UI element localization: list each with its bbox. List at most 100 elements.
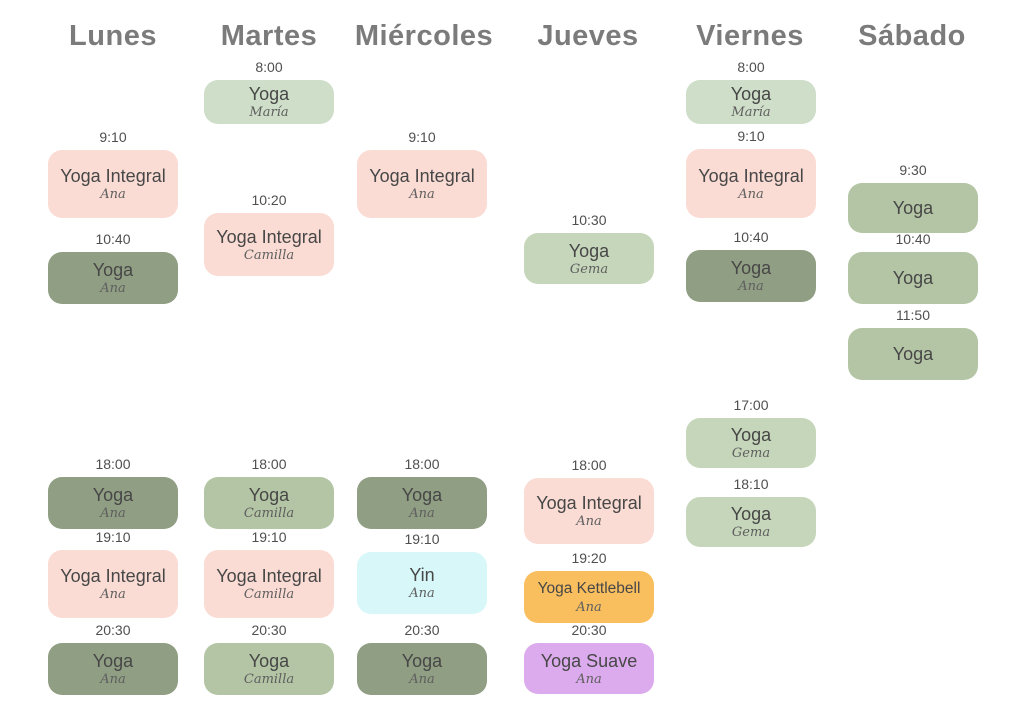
class-time: 9:10 [408, 129, 436, 145]
instructor-name: Camilla [243, 506, 295, 521]
class-time: 10:40 [733, 229, 769, 245]
class-time: 19:10 [95, 529, 131, 545]
class-time: 18:00 [95, 456, 131, 472]
class-card-lunes-1800: 18:00 Yoga Ana [48, 455, 178, 529]
day-header-miercoles: Miércoles [354, 20, 494, 52]
class-time: 20:30 [404, 622, 440, 638]
class-time: 19:10 [251, 529, 287, 545]
class-time: 10:40 [95, 231, 131, 247]
instructor-name: María [731, 105, 771, 120]
instructor-name: Gema [569, 261, 609, 277]
instructor-name: Gema [731, 446, 771, 461]
class-card-viernes-0910: 9:10 Yoga Integral Ana [686, 127, 816, 218]
instructor-name: Camilla [243, 247, 295, 263]
class-title: Yoga Integral [216, 226, 322, 247]
class-card-sabado-0930: 9:30 Yoga [848, 161, 978, 233]
class-card: Yoga Kettlebell Ana [524, 571, 654, 623]
class-time: 9:10 [737, 128, 765, 144]
class-time: 8:00 [255, 59, 283, 75]
class-card: Yoga Camilla [204, 477, 334, 529]
class-card: Yoga Ana [357, 643, 487, 695]
class-title: Yoga Integral [369, 166, 475, 186]
instructor-name: Ana [409, 506, 435, 521]
class-card-miercoles-0910: 9:10 Yoga Integral Ana [357, 128, 487, 218]
class-title: Yoga [730, 425, 772, 445]
class-time: 18:00 [251, 456, 287, 472]
class-title: Yoga [568, 240, 610, 261]
class-time: 10:30 [571, 212, 607, 228]
class-title: Yoga Integral [698, 165, 804, 186]
class-time: 19:10 [404, 531, 440, 547]
class-time: 18:00 [571, 457, 607, 473]
class-card-lunes-2030: 20:30 Yoga Ana [48, 621, 178, 695]
instructor-name: Ana [576, 600, 602, 615]
class-time: 9:30 [899, 162, 927, 178]
day-header-viernes: Viernes [696, 20, 804, 52]
day-header-jueves: Jueves [537, 20, 639, 52]
class-title: Yoga Suave [540, 650, 638, 671]
class-time: 20:30 [571, 622, 607, 638]
instructor-name: Camilla [243, 587, 295, 602]
class-title: Yoga [401, 651, 443, 671]
class-title: Yoga [730, 84, 772, 104]
class-card: Yoga Gema [686, 418, 816, 468]
class-card: Yoga Ana [357, 477, 487, 529]
class-title: Yoga [248, 84, 290, 104]
class-time: 20:30 [251, 622, 287, 638]
class-card-viernes-1810: 18:10 Yoga Gema [686, 475, 816, 547]
class-title: Yoga [730, 258, 772, 278]
class-time: 9:10 [99, 129, 127, 145]
class-card-martes-2030: 20:30 Yoga Camilla [204, 621, 334, 695]
class-time: 20:30 [95, 622, 131, 638]
class-title: Yoga [401, 485, 443, 505]
instructor-name: Ana [100, 672, 126, 687]
class-card: Yoga Integral Ana [686, 149, 816, 218]
class-card-lunes-0910: 9:10 Yoga Integral Ana [48, 128, 178, 218]
class-card-sabado-1040: 10:40 Yoga [848, 230, 978, 304]
day-header-martes: Martes [220, 20, 318, 52]
instructor-name: María [249, 105, 289, 120]
instructor-name: Ana [576, 514, 602, 529]
class-title: Yoga [248, 485, 290, 505]
class-card-viernes-1040: 10:40 Yoga Ana [686, 228, 816, 302]
class-title: Yoga Integral [536, 493, 642, 513]
instructor-name: Ana [100, 587, 126, 602]
class-time: 19:20 [571, 550, 607, 566]
class-card-jueves-1920: 19:20 Yoga Kettlebell Ana [524, 549, 654, 623]
class-title: Yin [409, 565, 435, 585]
class-card: Yoga Gema [686, 497, 816, 547]
class-time: 8:00 [737, 59, 765, 75]
class-card: Yoga Integral Ana [357, 150, 487, 218]
class-title: Yoga [92, 260, 134, 280]
class-card: Yoga Gema [524, 233, 654, 284]
class-card-martes-1800: 18:00 Yoga Camilla [204, 455, 334, 529]
class-card: Yoga Suave Ana [524, 643, 654, 694]
class-card: Yoga María [686, 80, 816, 124]
class-card-viernes-0800: 8:00 Yoga María [686, 58, 816, 124]
class-card-lunes-1910: 19:10 Yoga Integral Ana [48, 528, 178, 618]
class-card: Yoga Integral Camilla [204, 550, 334, 618]
class-card: Yin Ana [357, 552, 487, 614]
class-card: Yoga Ana [48, 477, 178, 529]
class-card: Yoga Ana [48, 643, 178, 695]
class-title: Yoga [892, 198, 934, 218]
class-title: Yoga Integral [216, 566, 322, 586]
class-card-jueves-1800: 18:00 Yoga Integral Ana [524, 456, 654, 544]
class-card-viernes-1700: 17:00 Yoga Gema [686, 396, 816, 468]
class-card: Yoga Integral Ana [524, 478, 654, 544]
day-header-lunes: Lunes [69, 20, 157, 52]
class-card: Yoga Integral Ana [48, 150, 178, 218]
class-time: 17:00 [733, 397, 769, 413]
class-time: 10:40 [895, 231, 931, 247]
class-time: 10:20 [251, 192, 287, 208]
instructor-name: Ana [100, 506, 126, 521]
class-time: 18:10 [733, 476, 769, 492]
class-card: Yoga Integral Ana [48, 550, 178, 618]
class-card: Yoga Ana [48, 252, 178, 304]
class-card: Yoga [848, 183, 978, 233]
class-card-miercoles-1910: 19:10 Yin Ana [357, 530, 487, 614]
instructor-name: Ana [738, 186, 764, 202]
class-time: 18:00 [404, 456, 440, 472]
instructor-name: Camilla [243, 672, 295, 687]
